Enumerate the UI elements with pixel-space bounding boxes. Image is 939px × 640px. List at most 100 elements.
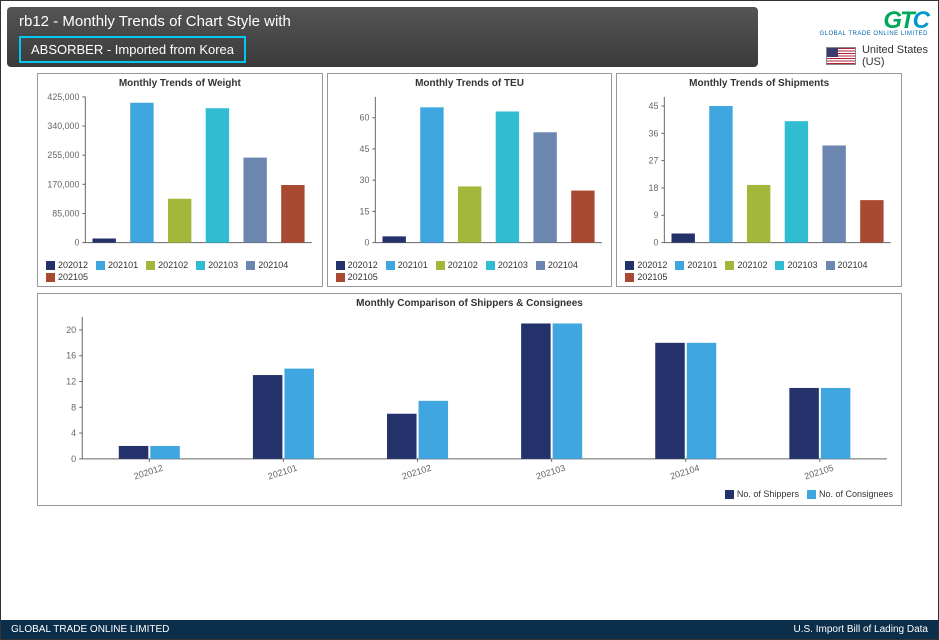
legend-label: 202101 — [687, 260, 717, 270]
bar — [495, 111, 518, 242]
comparison-svg: 0481216202020122021012021022021032021042… — [42, 311, 897, 487]
legend-swatch — [725, 490, 734, 499]
logo-letter-g: G — [883, 7, 900, 34]
bar — [206, 108, 229, 242]
legend-label: 202102 — [448, 260, 478, 270]
bar — [553, 324, 583, 459]
svg-text:202104: 202104 — [669, 463, 701, 482]
legend-label: 202105 — [637, 272, 667, 282]
bar — [284, 369, 314, 459]
bar — [710, 106, 733, 243]
bar — [387, 414, 417, 459]
legend-label: 202012 — [637, 260, 667, 270]
legend-label: 202102 — [158, 260, 188, 270]
country-code: (US) — [862, 56, 928, 68]
svg-text:85,000: 85,000 — [52, 208, 79, 218]
bar — [168, 199, 191, 243]
svg-text:0: 0 — [71, 454, 76, 464]
legend-item: 202105 — [625, 272, 667, 282]
legend-item: 202104 — [536, 260, 578, 270]
svg-text:202105: 202105 — [803, 463, 835, 482]
bar — [419, 401, 449, 459]
country-text: United States (US) — [862, 44, 928, 68]
bar — [420, 107, 443, 242]
legend-item: 202103 — [486, 260, 528, 270]
svg-text:4: 4 — [71, 428, 76, 438]
svg-text:18: 18 — [649, 183, 659, 193]
brand-logo: GTC GLOBAL TRADE ONLINE LIMITED — [819, 7, 928, 37]
svg-text:45: 45 — [649, 101, 659, 111]
legend-swatch — [336, 261, 345, 270]
chart-panel: Monthly Trends of Shipments 091827364520… — [616, 73, 902, 287]
legend-swatch — [46, 273, 55, 282]
country-row: United States (US) — [768, 44, 928, 68]
legend-swatch — [775, 261, 784, 270]
chart-svg: 015304560 — [332, 91, 608, 258]
legend-label: 202104 — [838, 260, 868, 270]
page-subtitle: ABSORBER - Imported from Korea — [19, 36, 246, 63]
legend-item: 202012 — [46, 260, 88, 270]
bar — [861, 200, 884, 242]
bar — [382, 236, 405, 242]
bar — [533, 132, 556, 242]
bar — [672, 234, 695, 243]
legend-item: 202102 — [725, 260, 767, 270]
chart-svg: 085,000170,000255,000340,000425,000 — [42, 91, 318, 258]
bar — [521, 324, 551, 459]
legend-item: No. of Shippers — [725, 489, 799, 499]
legend-swatch — [807, 490, 816, 499]
legend-label: 202101 — [108, 260, 138, 270]
comparison-title: Monthly Comparison of Shippers & Consign… — [42, 298, 897, 309]
legend-item: No. of Consignees — [807, 489, 893, 499]
chart-panel: Monthly Trends of TEU 015304560202012202… — [327, 73, 613, 287]
legend-swatch — [96, 261, 105, 270]
legend-label: 202103 — [787, 260, 817, 270]
footer-left: GLOBAL TRADE ONLINE LIMITED — [11, 624, 169, 635]
header-bar: rb12 - Monthly Trends of Chart Style wit… — [7, 7, 758, 67]
legend-swatch — [46, 261, 55, 270]
chart-svg: 0918273645 — [621, 91, 897, 258]
svg-text:202102: 202102 — [401, 463, 433, 482]
svg-text:15: 15 — [359, 206, 369, 216]
legend-swatch — [146, 261, 155, 270]
legend-item: 202105 — [46, 272, 88, 282]
comparison-panel: Monthly Comparison of Shippers & Consign… — [37, 293, 902, 506]
chart-legend: 202012 202101 202102 202103 202104 202105 — [621, 258, 897, 284]
legend-label: 202105 — [58, 272, 88, 282]
legend-item: 202103 — [196, 260, 238, 270]
svg-text:12: 12 — [66, 377, 76, 387]
footer-bar: GLOBAL TRADE ONLINE LIMITED U.S. Import … — [1, 620, 938, 639]
bar — [243, 158, 266, 243]
legend-label: 202103 — [498, 260, 528, 270]
svg-text:16: 16 — [66, 351, 76, 361]
svg-text:255,000: 255,000 — [47, 150, 79, 160]
legend-item: 202104 — [826, 260, 868, 270]
legend-item: 202101 — [386, 260, 428, 270]
legend-label: No. of Shippers — [737, 489, 799, 499]
legend-item: 202012 — [336, 260, 378, 270]
svg-text:8: 8 — [71, 403, 76, 413]
legend-label: 202101 — [398, 260, 428, 270]
bar — [130, 103, 153, 243]
charts-row: Monthly Trends of Weight 085,000170,0002… — [1, 73, 938, 287]
legend-swatch — [336, 273, 345, 282]
bar — [150, 446, 180, 459]
page-title: rb12 - Monthly Trends of Chart Style wit… — [19, 13, 746, 30]
legend-label: 202012 — [348, 260, 378, 270]
bar — [747, 185, 770, 243]
legend-item: 202101 — [675, 260, 717, 270]
svg-text:45: 45 — [359, 144, 369, 154]
svg-text:60: 60 — [359, 113, 369, 123]
legend-item: 202105 — [336, 272, 378, 282]
brand-tagline: GLOBAL TRADE ONLINE LIMITED — [819, 31, 928, 37]
brand-block: GTC GLOBAL TRADE ONLINE LIMITED United S… — [768, 7, 928, 68]
legend-swatch — [246, 261, 255, 270]
svg-text:340,000: 340,000 — [47, 121, 79, 131]
svg-text:0: 0 — [364, 238, 369, 248]
svg-text:202012: 202012 — [132, 463, 164, 482]
legend-item: 202102 — [436, 260, 478, 270]
legend-item: 202101 — [96, 260, 138, 270]
svg-text:202103: 202103 — [535, 463, 567, 482]
legend-item: 202104 — [246, 260, 288, 270]
legend-item: 202012 — [625, 260, 667, 270]
